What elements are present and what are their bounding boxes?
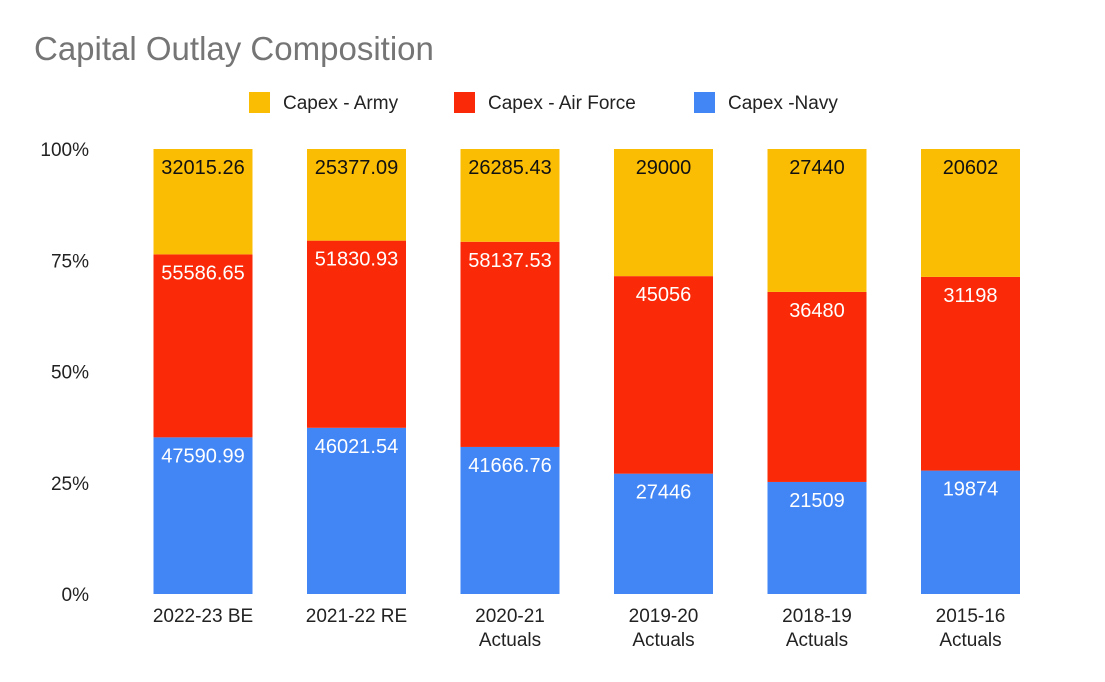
data-label-capex-navy: 27446 bbox=[636, 482, 692, 504]
data-label-capex-army: 26285.43 bbox=[468, 157, 551, 179]
data-label-capex-air-force: 45056 bbox=[636, 284, 692, 306]
legend: Capex - Army Capex - Air Force Capex -Navy bbox=[249, 92, 838, 114]
bar-segment-capex-air-force bbox=[460, 241, 560, 447]
bar-segment-capex-air-force bbox=[767, 291, 867, 482]
data-label-capex-army: 25377.09 bbox=[315, 157, 398, 179]
data-label-capex-army: 29000 bbox=[636, 157, 692, 179]
x-tick-label: Actuals bbox=[939, 630, 1001, 651]
data-label-capex-navy: 47590.99 bbox=[161, 445, 244, 467]
data-label-capex-army: 20602 bbox=[943, 157, 999, 179]
data-label-capex-air-force: 58137.53 bbox=[468, 250, 551, 272]
data-label-capex-air-force: 55586.65 bbox=[161, 262, 244, 284]
bar-segment-capex-navy bbox=[921, 470, 1020, 594]
x-tick-label: 2021-22 RE bbox=[306, 606, 407, 627]
bar-segment-capex-navy bbox=[460, 446, 560, 594]
data-label-capex-air-force: 36480 bbox=[789, 300, 845, 322]
x-tick-label: Actuals bbox=[632, 630, 694, 651]
bar-segment-capex-air-force bbox=[614, 276, 713, 474]
bar-segment-capex-army bbox=[614, 149, 713, 277]
data-label-capex-navy: 41666.76 bbox=[468, 455, 551, 477]
legend-swatch-capex-army bbox=[249, 92, 270, 113]
bar-segment-capex-navy bbox=[614, 473, 713, 594]
y-tick-label: 50% bbox=[51, 363, 89, 384]
bar-segment-capex-air-force bbox=[921, 276, 1020, 471]
x-tick-label: 2015-16 bbox=[936, 606, 1006, 627]
bar-segment-capex-army bbox=[153, 149, 253, 255]
data-label-capex-air-force: 51830.93 bbox=[315, 249, 398, 271]
x-tick-label: 2020-21 bbox=[475, 606, 545, 627]
bar-segment-capex-air-force bbox=[307, 240, 406, 428]
x-tick-label: 2019-20 bbox=[629, 606, 699, 627]
data-label-capex-army: 32015.26 bbox=[161, 157, 244, 179]
legend-label-capex-air-force: Capex - Air Force bbox=[488, 93, 636, 114]
bar-segment-capex-army bbox=[767, 149, 867, 292]
y-tick-label: 100% bbox=[40, 140, 89, 161]
bar-segment-capex-army bbox=[921, 149, 1020, 277]
data-label-capex-navy: 19874 bbox=[943, 479, 999, 501]
x-tick-label: Actuals bbox=[479, 630, 541, 651]
legend-swatch-capex-air-force bbox=[454, 92, 475, 113]
chart-title: Capital Outlay Composition bbox=[34, 30, 434, 67]
data-label-capex-navy: 46021.54 bbox=[315, 436, 398, 458]
bar-segment-capex-navy bbox=[767, 481, 867, 594]
x-axis: 2022-23 BE 2021-22 RE 2020-21 Actuals 2019-2… bbox=[153, 606, 1006, 651]
data-label-capex-army: 27440 bbox=[789, 157, 845, 179]
bar-segment-capex-navy bbox=[153, 437, 253, 594]
bar-segment-capex-army bbox=[460, 149, 560, 242]
legend-label-capex-army: Capex - Army bbox=[283, 93, 399, 114]
bar-segment-capex-navy bbox=[307, 427, 406, 594]
data-label-capex-air-force: 31198 bbox=[943, 285, 997, 307]
legend-label-capex-navy: Capex -Navy bbox=[728, 93, 838, 114]
bar-segment-capex-air-force bbox=[153, 254, 253, 438]
x-tick-label: 2022-23 BE bbox=[153, 606, 253, 627]
y-tick-label: 25% bbox=[51, 474, 89, 495]
x-tick-label: 2018-19 bbox=[782, 606, 852, 627]
x-tick-label: Actuals bbox=[786, 630, 848, 651]
bars: 47590.99 55586.65 32015.26 46021.54 51830.93… bbox=[153, 149, 1020, 594]
bar-segment-capex-army bbox=[307, 149, 406, 241]
y-tick-label: 75% bbox=[51, 251, 89, 272]
y-axis: 0% 25% 50% 75% 100% bbox=[40, 140, 89, 606]
legend-swatch-capex-navy bbox=[694, 92, 715, 113]
y-tick-label: 0% bbox=[62, 585, 90, 606]
data-label-capex-navy: 21509 bbox=[789, 490, 845, 512]
